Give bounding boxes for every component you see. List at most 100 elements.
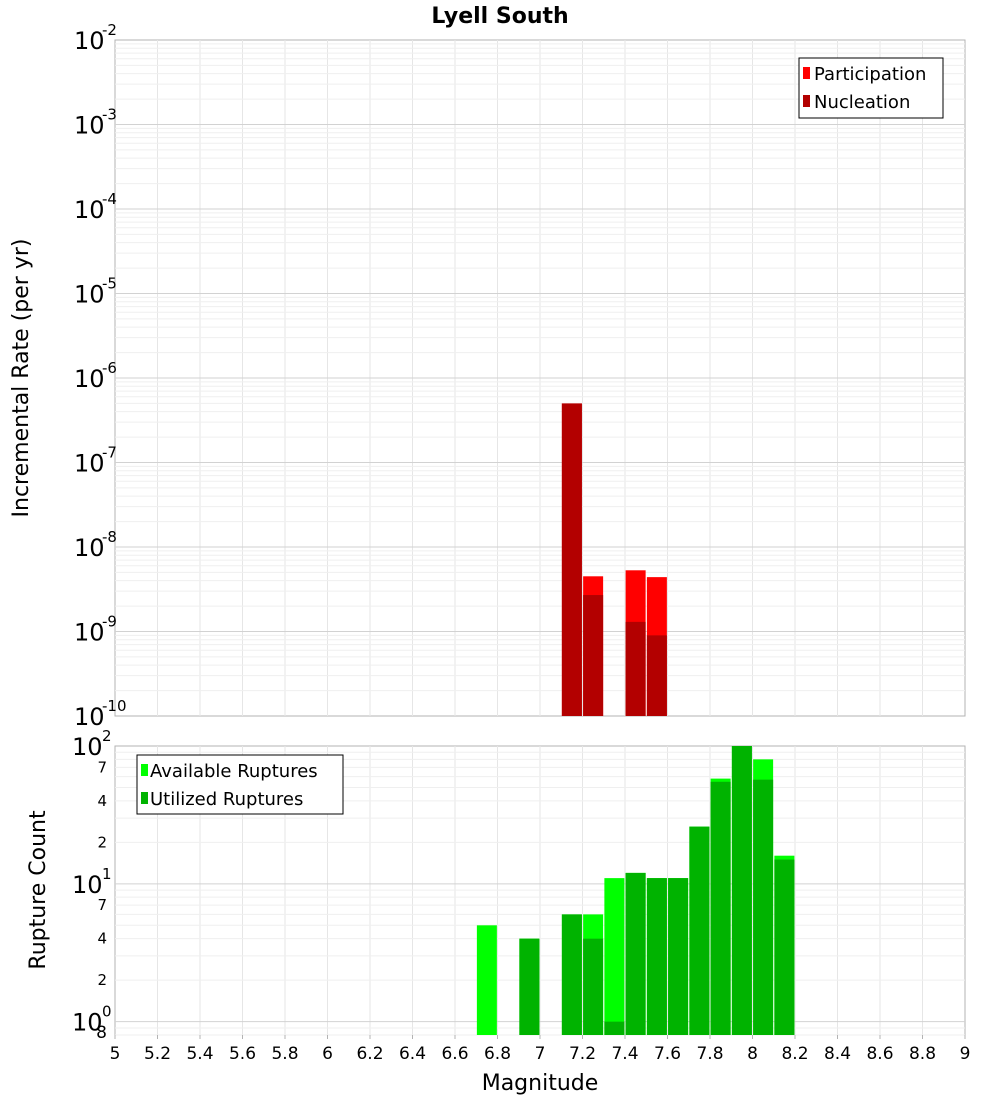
x-tick-label: 5.2	[144, 1044, 171, 1064]
bar-utilized-ruptures	[753, 779, 774, 1035]
x-tick-label: 8.2	[781, 1044, 808, 1064]
top-y-tick-base: 10	[74, 619, 105, 647]
bottom-y-minor-tick-label: 7	[97, 896, 107, 914]
bar-utilized-ruptures	[646, 878, 667, 1035]
top-y-tick-base: 10	[74, 112, 105, 140]
x-tick-label: 7	[535, 1044, 546, 1064]
bottom-legend-box	[136, 754, 344, 815]
bar-utilized-ruptures	[668, 878, 689, 1035]
bottom-y-minor-tick-label: 4	[97, 930, 107, 948]
top-y-tick-label: 10-8	[74, 528, 117, 562]
x-axis-title: Magnitude	[482, 1071, 599, 1096]
x-tick-label: 9	[960, 1044, 971, 1064]
x-tick-label: 8.6	[866, 1044, 893, 1064]
bottom-y-minor-tick-label: 8	[96, 1023, 107, 1043]
x-tick-label: 6.2	[356, 1044, 383, 1064]
bar-available-ruptures	[604, 878, 625, 1035]
legend-label-utilized: Utilized Ruptures	[150, 789, 303, 810]
top-y-tick-label: 10-7	[74, 444, 117, 478]
bar-available-ruptures	[476, 925, 497, 1035]
bottom-y-tick-label: 10 2	[72, 727, 112, 761]
bottom-y-tick-label: 10 0	[72, 1003, 112, 1037]
top-y-tick-label: 10-2	[74, 21, 117, 55]
legend-swatch-available	[141, 764, 148, 776]
x-tick-label: 8.4	[824, 1044, 851, 1064]
top-y-tick-label: 10-3	[74, 106, 117, 140]
bottom-y-minor-tick-label: 2	[97, 833, 107, 851]
top-y-tick-base: 10	[74, 534, 105, 562]
bottom-y-tick-base: 10	[72, 1009, 103, 1037]
x-tick-label: 5.6	[229, 1044, 256, 1064]
x-tick-label: 8.8	[909, 1044, 936, 1064]
legend-swatch-utilized	[141, 792, 148, 804]
bar-utilized-ruptures	[689, 826, 710, 1035]
bottom-y-tick-exponent: 1	[102, 865, 112, 883]
bottom-y-minor-tick-label: 4	[97, 792, 107, 810]
x-tick-label: 6.4	[399, 1044, 426, 1064]
bar-utilized-ruptures	[561, 914, 582, 1035]
top-y-tick-label: 10-6	[74, 359, 117, 393]
top-y-tick-exponent: -8	[102, 528, 117, 546]
bottom-y-tick-exponent: 2	[102, 727, 112, 745]
bar-nucleation	[625, 621, 646, 716]
top-y-tick-label: 10-9	[74, 613, 117, 647]
bar-utilized-ruptures	[774, 859, 795, 1035]
top-y-tick-label: 10-5	[74, 275, 117, 309]
x-tick-label: 7.6	[654, 1044, 681, 1064]
top-y-tick-exponent: -2	[102, 21, 117, 39]
bottom-y-minor-tick-label: 2	[97, 971, 107, 989]
bottom-y-axis-title: Rupture Count	[26, 810, 51, 970]
top-y-tick-base: 10	[74, 365, 105, 393]
bar-nucleation	[583, 595, 604, 716]
top-y-tick-exponent: -4	[102, 190, 117, 208]
legend-label-participation: Participation	[814, 64, 926, 85]
top-y-tick-base: 10	[74, 196, 105, 224]
bar-nucleation	[646, 635, 667, 716]
top-y-tick-base: 10	[74, 703, 105, 731]
bar-utilized-ruptures	[519, 938, 540, 1035]
top-y-tick-exponent: -10	[102, 697, 127, 715]
top-y-tick-exponent: -6	[102, 359, 117, 377]
top-y-tick-base: 10	[74, 450, 105, 478]
bar-utilized-ruptures	[583, 938, 604, 1035]
top-y-tick-base: 10	[74, 27, 105, 55]
bar-nucleation	[561, 403, 582, 716]
top-y-tick-label: 10-4	[74, 190, 117, 224]
legend-swatch-participation	[803, 67, 810, 79]
bottom-y-tick-exponent: 0	[102, 1003, 112, 1021]
bar-utilized-ruptures	[604, 1021, 625, 1035]
top-y-tick-exponent: -7	[102, 444, 117, 462]
x-tick-label: 5.8	[271, 1044, 298, 1064]
x-tick-label: 7.2	[569, 1044, 596, 1064]
bar-utilized-ruptures	[710, 781, 731, 1035]
top-y-axis-title: Incremental Rate (per yr)	[9, 239, 34, 518]
x-tick-label: 6	[322, 1044, 333, 1064]
x-tick-label: 7.4	[611, 1044, 638, 1064]
bar-utilized-ruptures	[625, 872, 646, 1035]
legend-label-nucleation: Nucleation	[814, 92, 910, 113]
top-y-tick-exponent: -3	[102, 106, 117, 124]
x-tick-label: 6.8	[484, 1044, 511, 1064]
bottom-y-tick-label: 10 1	[72, 865, 112, 899]
bottom-y-tick-base: 10	[72, 871, 103, 899]
top-legend: Participation Nucleation	[798, 57, 944, 119]
x-tick-label: 7.8	[696, 1044, 723, 1064]
top-plot-area: 10-210-310-410-510-610-710-810-910-10	[74, 21, 966, 731]
legend-swatch-nucleation	[803, 95, 810, 107]
bottom-y-tick-base: 10	[72, 733, 103, 761]
x-tick-label: 5	[110, 1044, 121, 1064]
top-y-tick-base: 10	[74, 281, 105, 309]
x-tick-label: 8	[747, 1044, 758, 1064]
x-tick-label: 5.4	[186, 1044, 213, 1064]
bottom-legend: Available Ruptures Utilized Ruptures	[136, 754, 344, 815]
chart-title: Lyell South	[431, 4, 568, 29]
top-legend-box	[798, 57, 944, 119]
bar-utilized-ruptures	[731, 746, 752, 1035]
top-y-tick-exponent: -5	[102, 275, 117, 293]
legend-label-available: Available Ruptures	[150, 761, 318, 782]
x-tick-label: 6.6	[441, 1044, 468, 1064]
top-y-tick-exponent: -9	[102, 613, 117, 631]
bottom-y-minor-tick-label: 7	[97, 758, 107, 776]
